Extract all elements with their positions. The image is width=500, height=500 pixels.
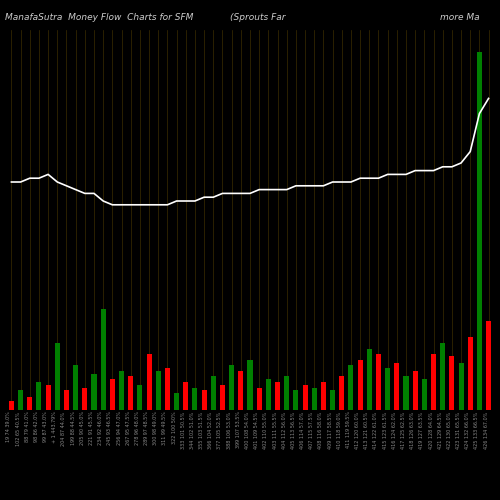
Bar [294, 390, 298, 410]
Bar [468, 338, 472, 410]
Bar [220, 386, 225, 410]
Bar [110, 378, 115, 410]
Bar [248, 360, 252, 410]
Bar [211, 376, 216, 410]
Text: ManafaSutra  Money Flow  Charts for SFM: ManafaSutra Money Flow Charts for SFM [5, 12, 194, 22]
Bar [394, 363, 400, 410]
Bar [431, 354, 436, 410]
Bar [119, 371, 124, 410]
Bar [100, 310, 105, 410]
Bar [458, 363, 464, 410]
Bar [404, 376, 408, 410]
Bar [266, 378, 271, 410]
Bar [192, 388, 198, 410]
Bar [82, 388, 87, 410]
Bar [64, 390, 69, 410]
Bar [376, 354, 381, 410]
Bar [450, 356, 454, 410]
Bar [128, 376, 133, 410]
Bar [73, 366, 78, 410]
Bar [284, 376, 289, 410]
Bar [18, 390, 23, 410]
Bar [46, 386, 51, 410]
Bar [330, 390, 335, 410]
Bar [358, 360, 362, 410]
Bar [302, 386, 308, 410]
Bar [36, 382, 42, 410]
Bar [183, 382, 188, 410]
Bar [367, 348, 372, 410]
Bar [422, 378, 427, 410]
Bar [9, 401, 14, 410]
Bar [339, 376, 344, 410]
Bar [238, 371, 244, 410]
Bar [28, 396, 32, 410]
Bar [440, 343, 445, 410]
Bar [156, 371, 161, 410]
Bar [174, 393, 179, 410]
Bar [275, 382, 280, 410]
Bar [202, 390, 206, 410]
Bar [312, 388, 317, 410]
Bar [55, 343, 60, 410]
Bar [486, 320, 491, 410]
Text: more Ma: more Ma [440, 12, 480, 22]
Bar [412, 371, 418, 410]
Bar [256, 388, 262, 410]
Bar [385, 368, 390, 410]
Bar [321, 382, 326, 410]
Bar [229, 366, 234, 410]
Bar [138, 386, 142, 410]
Bar [477, 52, 482, 410]
Bar [146, 354, 152, 410]
Bar [348, 366, 354, 410]
Bar [165, 368, 170, 410]
Text: (Sprouts Far: (Sprouts Far [230, 12, 285, 22]
Bar [92, 374, 96, 410]
